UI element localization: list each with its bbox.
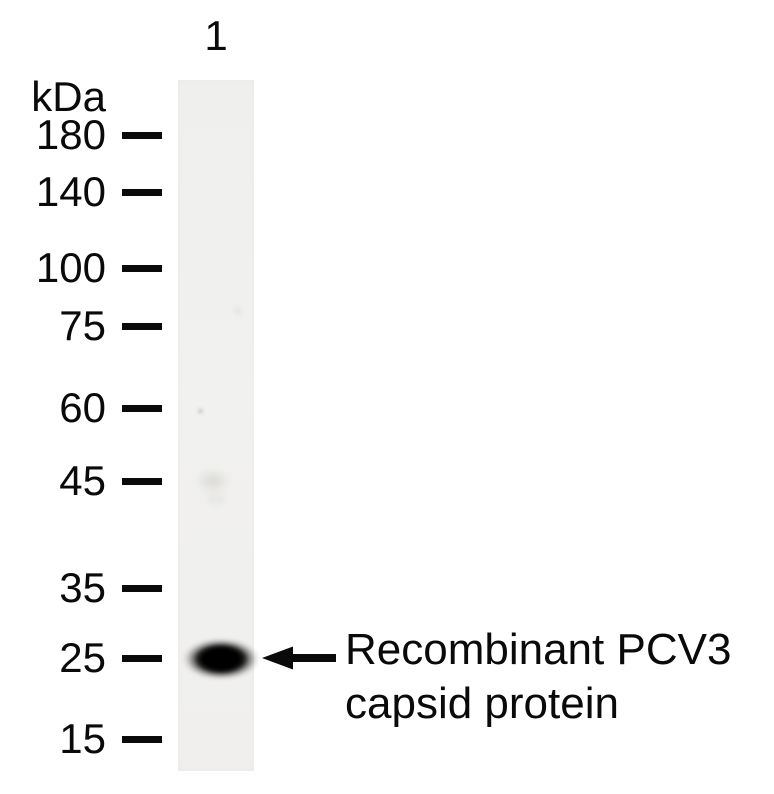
- ladder-label-75: 75: [59, 302, 106, 349]
- ladder-tick-60: [122, 405, 162, 412]
- ladder-label-15: 15: [59, 715, 106, 762]
- ladder-tick-45: [122, 478, 162, 485]
- ladder-label-35: 35: [59, 564, 106, 611]
- ladder-tick-75: [122, 323, 162, 330]
- kda-unit-label: kDa: [31, 73, 106, 120]
- band-annotation: Recombinant PCV3 capsid protein: [345, 623, 731, 731]
- ladder-label-180: 180: [35, 111, 106, 158]
- ladder-label-25: 25: [59, 634, 106, 681]
- ladder-tick-35: [122, 585, 162, 592]
- band-annotation-line1: Recombinant PCV3: [345, 625, 732, 674]
- ladder-tick-100: [122, 265, 162, 272]
- lane-faint-speck: [196, 407, 205, 415]
- ladder-label-45: 45: [59, 457, 106, 504]
- ladder-label-140: 140: [35, 168, 106, 215]
- protein-band-25kda: [181, 637, 261, 681]
- ladder-tick-15: [122, 736, 162, 743]
- arrow-left-icon: [262, 646, 336, 670]
- ladder-label-60: 60: [59, 384, 106, 431]
- ladder-label-100: 100: [35, 244, 106, 291]
- lane-faint-smudge: [199, 490, 233, 508]
- ladder-tick-180: [122, 132, 162, 139]
- band-annotation-line2: capsid protein: [345, 679, 619, 728]
- lane-number-label: 1: [204, 12, 228, 59]
- lane-faint-smudge: [190, 466, 236, 496]
- ladder-tick-140: [122, 189, 162, 196]
- ladder-tick-25: [122, 655, 162, 662]
- lane-faint-smudge: [231, 305, 245, 317]
